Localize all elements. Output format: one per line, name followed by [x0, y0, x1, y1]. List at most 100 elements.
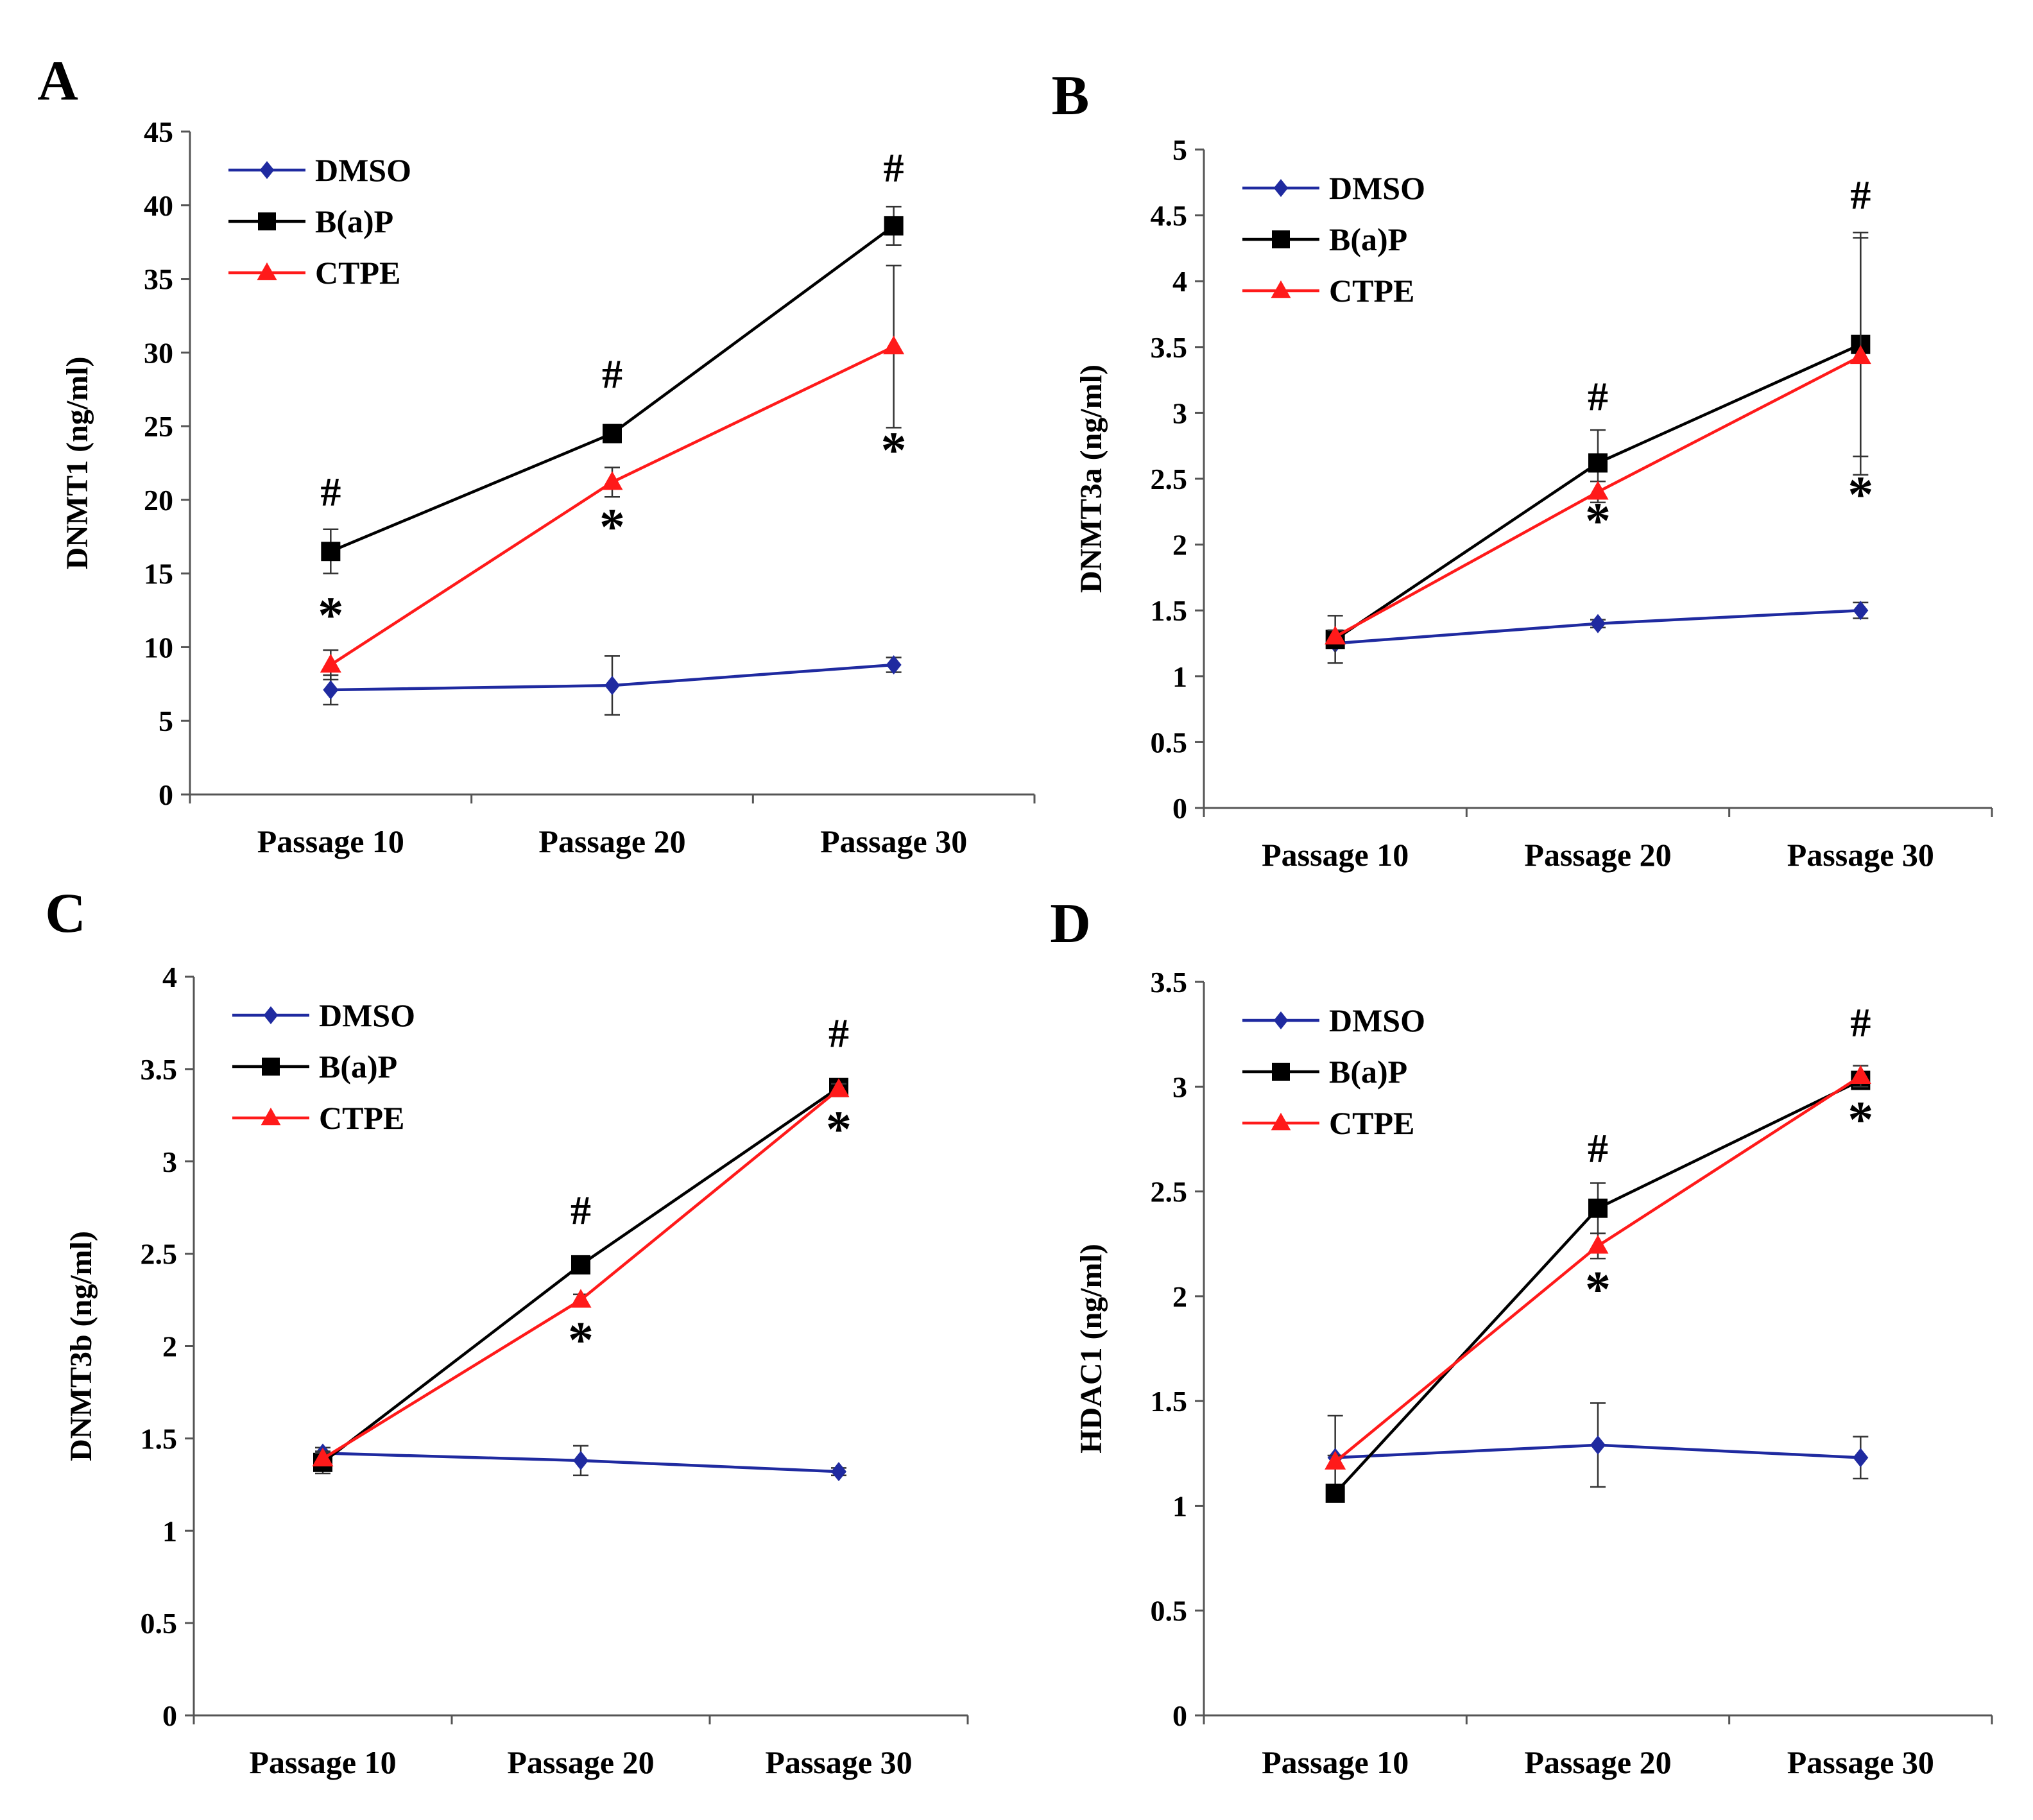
- y-tick-label: 0.5: [1151, 726, 1188, 759]
- significance-hash: #: [828, 1010, 849, 1056]
- y-tick-label: 4: [1172, 265, 1187, 298]
- data-point: [571, 1255, 590, 1275]
- y-tick-label: 2.5: [141, 1238, 178, 1271]
- y-tick-label: 35: [144, 263, 173, 296]
- y-tick-label: 2.5: [1151, 463, 1188, 495]
- x-tick-label: Passage 10: [249, 1744, 396, 1780]
- series-dmso: [1327, 601, 1869, 653]
- y-tick-label: 3: [162, 1146, 177, 1178]
- y-tick-label: 3: [1172, 397, 1187, 429]
- data-point: [1325, 1483, 1345, 1503]
- series-ctpe: [312, 1078, 850, 1467]
- panel-b: B 0 0.5 1 1.5 2 2.5 3 3.5 4 4.5 5 Passage 10 Passage …: [1052, 65, 1993, 873]
- data-point: [1588, 1198, 1608, 1218]
- significance-star: *: [599, 499, 625, 556]
- panel-d: D 0 0.5 1 1.5 2 2.5 3 3.5 Passage 10 Passage 20 Pas…: [1050, 893, 1993, 1780]
- y-tick-label: 1: [1172, 660, 1187, 693]
- significance-hash: #: [1588, 373, 1608, 419]
- legend-marker: [1271, 280, 1291, 298]
- legend-label: B(a)P: [315, 203, 393, 239]
- series-ctpe: [320, 264, 905, 681]
- significance-hash: #: [320, 469, 341, 515]
- y-tick-label: 25: [144, 410, 173, 443]
- significance-hash: #: [1850, 1000, 1871, 1045]
- legend-marker: [1273, 1011, 1289, 1029]
- x-tick-label: Passage 30: [1787, 837, 1934, 873]
- legend-marker: [259, 161, 275, 179]
- panel-a: A 0 5 10 15 20 25 30 35 40 45 Passage 10 Passage 20 P…: [37, 50, 1036, 859]
- legend-item: CTPE: [232, 1100, 404, 1136]
- legend-label: CTPE: [1329, 273, 1414, 309]
- legend-label: DMSO: [315, 152, 411, 188]
- data-point: [1849, 345, 1871, 365]
- data-point: [323, 680, 339, 700]
- legend-label: B(a)P: [1329, 1054, 1407, 1090]
- y-tick-label: 3.5: [1151, 966, 1188, 999]
- significance-star: *: [1848, 467, 1873, 523]
- y-tick-label: 5: [1172, 133, 1187, 166]
- significance-star: *: [1585, 1262, 1611, 1318]
- y-tick-label: 45: [144, 116, 173, 148]
- y-tick-label: 0: [1172, 792, 1187, 825]
- panel-letter: A: [37, 50, 78, 112]
- panel-letter: C: [45, 882, 86, 945]
- significance-hash: #: [602, 351, 622, 397]
- y-tick-label: 1: [162, 1515, 177, 1547]
- y-tick-label: 4.5: [1151, 200, 1188, 232]
- panel-c: C 0 0.5 1 1.5 2 2.5 3 3.5 4 Passage 10 Passage 20 Pa…: [45, 882, 969, 1780]
- x-tick-label: Passage 20: [507, 1744, 654, 1780]
- data-point: [601, 471, 623, 490]
- y-tick-label: 2.5: [1151, 1176, 1188, 1208]
- y-tick-label: 15: [144, 558, 173, 590]
- x-tick-label: Passage 10: [1262, 1744, 1409, 1780]
- legend-marker: [261, 1107, 281, 1126]
- legend-item: DMSO: [232, 997, 415, 1033]
- significance-star: *: [881, 422, 907, 479]
- x-tick-label: Passage 30: [1787, 1744, 1934, 1780]
- data-point: [320, 653, 341, 673]
- significance-hash: #: [884, 145, 904, 191]
- data-point: [1587, 481, 1609, 500]
- data-point: [312, 1447, 334, 1467]
- legend-item: CTPE: [1242, 273, 1414, 309]
- y-tick-label: 1.5: [1151, 594, 1188, 627]
- data-point: [321, 542, 341, 562]
- legend-marker: [1273, 179, 1289, 197]
- x-tick-label: Passage 20: [1524, 1744, 1671, 1780]
- legend-item: B(a)P: [232, 1049, 397, 1085]
- y-axis-title: DNMT3b (ng/ml): [64, 1231, 98, 1461]
- y-tick-label: 40: [144, 189, 173, 222]
- significance-hash: #: [570, 1188, 591, 1233]
- legend-marker: [257, 262, 277, 280]
- y-tick-label: 0: [1172, 1699, 1187, 1732]
- data-point: [1590, 614, 1606, 633]
- legend-marker: [263, 1006, 279, 1024]
- y-tick-label: 3.5: [1151, 331, 1188, 364]
- significance-hash: #: [1588, 1126, 1608, 1171]
- y-tick-label: 3.5: [141, 1053, 178, 1086]
- significance-star: *: [318, 587, 343, 644]
- data-point: [1853, 1448, 1869, 1468]
- data-point: [603, 424, 622, 443]
- data-point: [886, 655, 902, 674]
- y-tick-label: 2: [162, 1330, 177, 1363]
- series-bap: [321, 205, 904, 574]
- x-tick-label: Passage 30: [765, 1744, 912, 1780]
- x-tick-label: Passage 10: [257, 823, 404, 859]
- y-tick-label: 0.5: [1151, 1595, 1188, 1627]
- x-tick-label: Passage 20: [538, 823, 685, 859]
- legend-item: B(a)P: [1242, 221, 1407, 257]
- data-point: [1325, 625, 1346, 645]
- y-tick-label: 30: [144, 336, 173, 369]
- y-axis-title: HDAC1 (ng/ml): [1074, 1244, 1108, 1454]
- legend-item: CTPE: [1242, 1105, 1414, 1141]
- data-point: [605, 676, 620, 696]
- x-tick-label: Passage 30: [820, 823, 967, 859]
- panel-letter: B: [1052, 65, 1090, 127]
- y-tick-label: 1.5: [1151, 1385, 1188, 1418]
- significance-star: *: [1585, 493, 1611, 549]
- significance-star: *: [568, 1312, 594, 1369]
- legend-marker: [1272, 230, 1290, 248]
- legend-item: B(a)P: [228, 203, 393, 239]
- y-axis-title: DNMT1 (ng/ml): [60, 357, 94, 570]
